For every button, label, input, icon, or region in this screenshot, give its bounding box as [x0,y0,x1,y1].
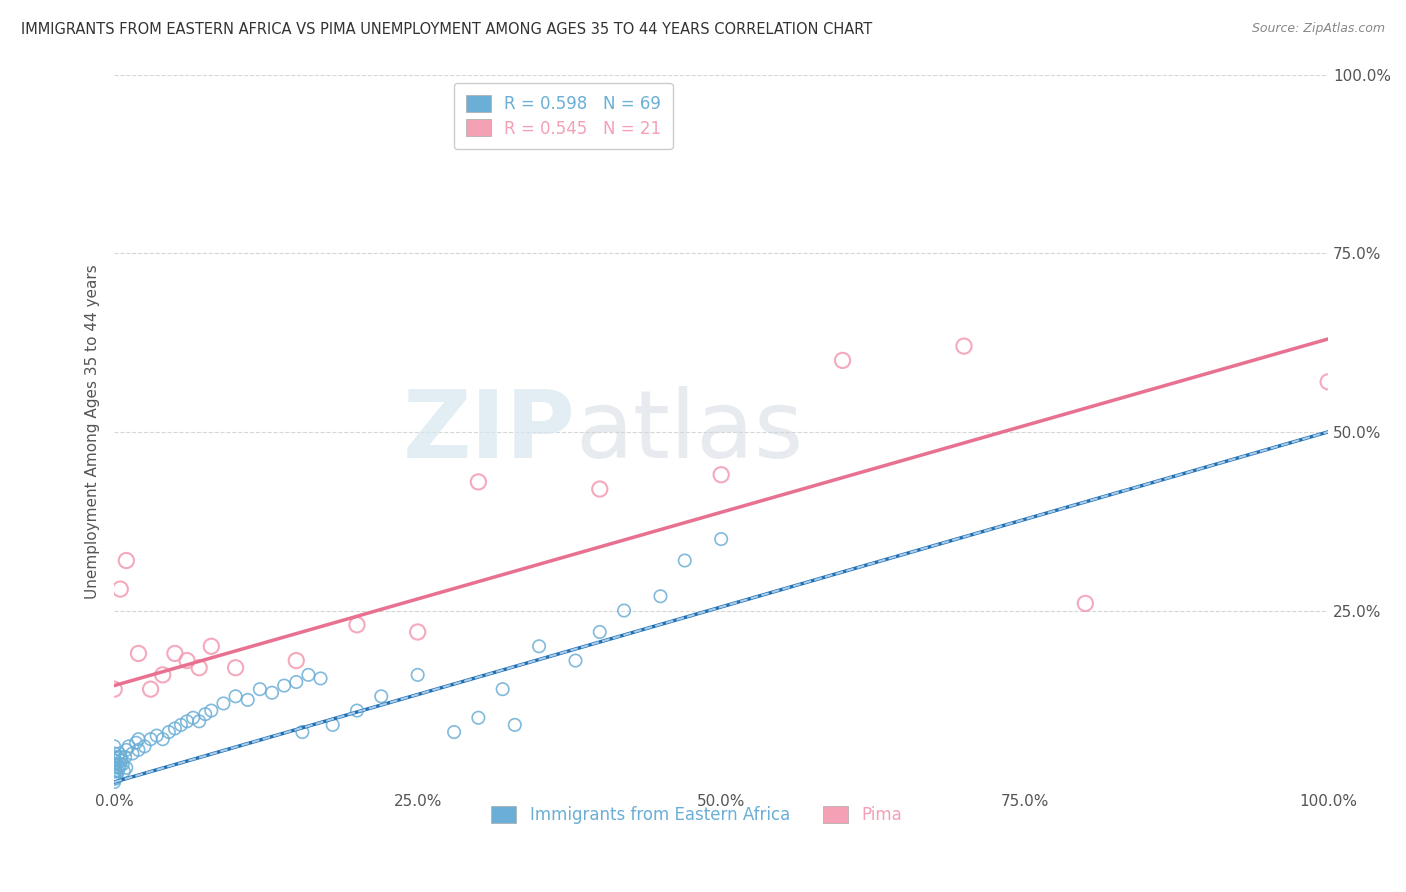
Point [564,654,586,668]
Point [103,764,125,779]
Point [127,647,149,661]
Point [145,729,167,743]
Point [176,654,198,668]
Point [134,739,156,754]
Point [236,693,259,707]
Point [225,661,247,675]
Point [104,764,127,779]
Point [103,754,125,768]
Point [492,682,515,697]
Point [710,467,733,482]
Point [139,732,162,747]
Point [650,589,672,603]
Point [107,750,129,764]
Point [125,736,148,750]
Point [103,772,125,786]
Point [104,754,127,768]
Point [297,668,319,682]
Point [110,754,132,768]
Point [370,690,392,704]
Point [110,757,132,772]
Point [115,743,138,757]
Point [104,772,127,786]
Point [111,757,134,772]
Point [285,675,308,690]
Point [103,775,125,789]
Point [157,725,180,739]
Point [110,750,132,764]
Point [831,353,853,368]
Point [112,764,135,779]
Point [181,711,204,725]
Point [103,682,125,697]
Point [346,704,368,718]
Point [212,697,235,711]
Point [118,739,141,754]
Point [170,718,193,732]
Point [322,718,344,732]
Point [291,725,314,739]
Point [527,640,550,654]
Point [103,768,125,782]
Point [225,690,247,704]
Point [103,757,125,772]
Point [710,532,733,546]
Text: atlas: atlas [575,386,804,478]
Point [163,722,186,736]
Point [249,682,271,697]
Point [110,582,132,596]
Point [346,617,368,632]
Point [115,553,138,567]
Point [285,654,308,668]
Text: IMMIGRANTS FROM EASTERN AFRICA VS PIMA UNEMPLOYMENT AMONG AGES 35 TO 44 YEARS CO: IMMIGRANTS FROM EASTERN AFRICA VS PIMA U… [21,22,872,37]
Point [273,679,295,693]
Point [200,704,222,718]
Point [103,750,125,764]
Point [103,761,125,775]
Y-axis label: Unemployment Among Ages 35 to 44 years: Unemployment Among Ages 35 to 44 years [86,265,100,599]
Point [1074,596,1097,610]
Text: Source: ZipAtlas.com: Source: ZipAtlas.com [1251,22,1385,36]
Point [127,743,149,757]
Point [139,682,162,697]
Point [406,625,429,640]
Point [673,553,696,567]
Point [589,482,612,496]
Point [953,339,976,353]
Point [105,768,128,782]
Point [107,764,129,779]
Point [115,761,138,775]
Point [188,661,211,675]
Point [406,668,429,682]
Point [260,686,283,700]
Point [103,747,125,761]
Point [1317,375,1340,389]
Point [467,711,489,725]
Point [188,714,211,729]
Point [103,739,125,754]
Point [503,718,526,732]
Point [613,603,636,617]
Point [152,732,174,747]
Point [589,625,612,640]
Point [467,475,489,489]
Point [105,757,128,772]
Point [163,647,186,661]
Point [200,640,222,654]
Point [309,672,332,686]
Legend: Immigrants from Eastern Africa, Pima: Immigrants from Eastern Africa, Pima [481,797,912,835]
Point [108,747,131,761]
Point [114,750,136,764]
Text: ZIP: ZIP [402,386,575,478]
Point [194,707,217,722]
Point [152,668,174,682]
Point [121,747,143,761]
Point [443,725,465,739]
Point [176,714,198,729]
Point [127,732,149,747]
Point [108,761,131,775]
